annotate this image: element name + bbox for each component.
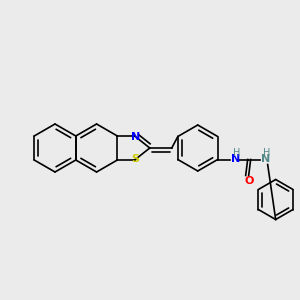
Text: N: N [261, 154, 270, 164]
Text: S: S [132, 154, 140, 164]
Text: H: H [233, 148, 240, 158]
Text: N: N [131, 133, 140, 142]
Text: O: O [245, 176, 254, 187]
Text: H: H [263, 148, 270, 158]
Text: N: N [231, 154, 240, 164]
